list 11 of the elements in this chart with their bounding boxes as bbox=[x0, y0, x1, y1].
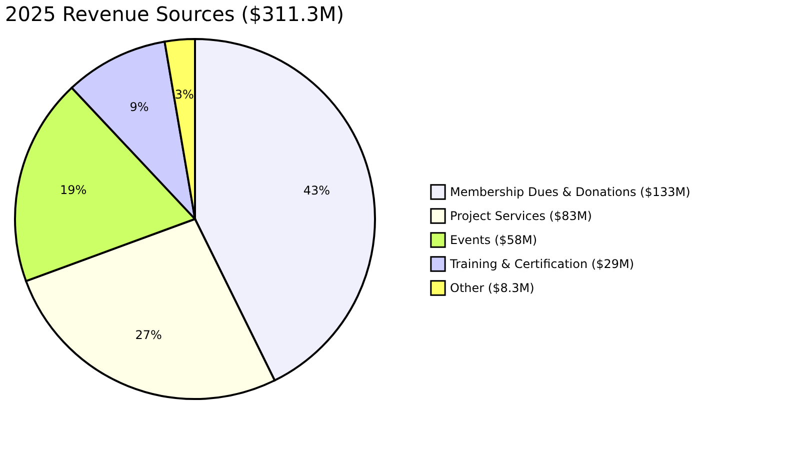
legend-label: Training & Certification ($29M) bbox=[449, 257, 634, 271]
legend-label: Project Services ($83M) bbox=[450, 209, 592, 223]
data-label: 3% bbox=[174, 87, 194, 102]
chart-title: 2025 Revenue Sources ($311.3M) bbox=[5, 2, 344, 26]
data-label: 27% bbox=[135, 328, 162, 342]
data-label: 43% bbox=[303, 184, 330, 198]
legend-label: Other ($8.3M) bbox=[450, 281, 534, 295]
legend-label: Membership Dues & Donations ($133M) bbox=[450, 185, 690, 199]
data-label: 9% bbox=[130, 100, 149, 114]
data-label: 19% bbox=[60, 183, 87, 198]
legend-label: Events ($58M) bbox=[450, 233, 538, 247]
